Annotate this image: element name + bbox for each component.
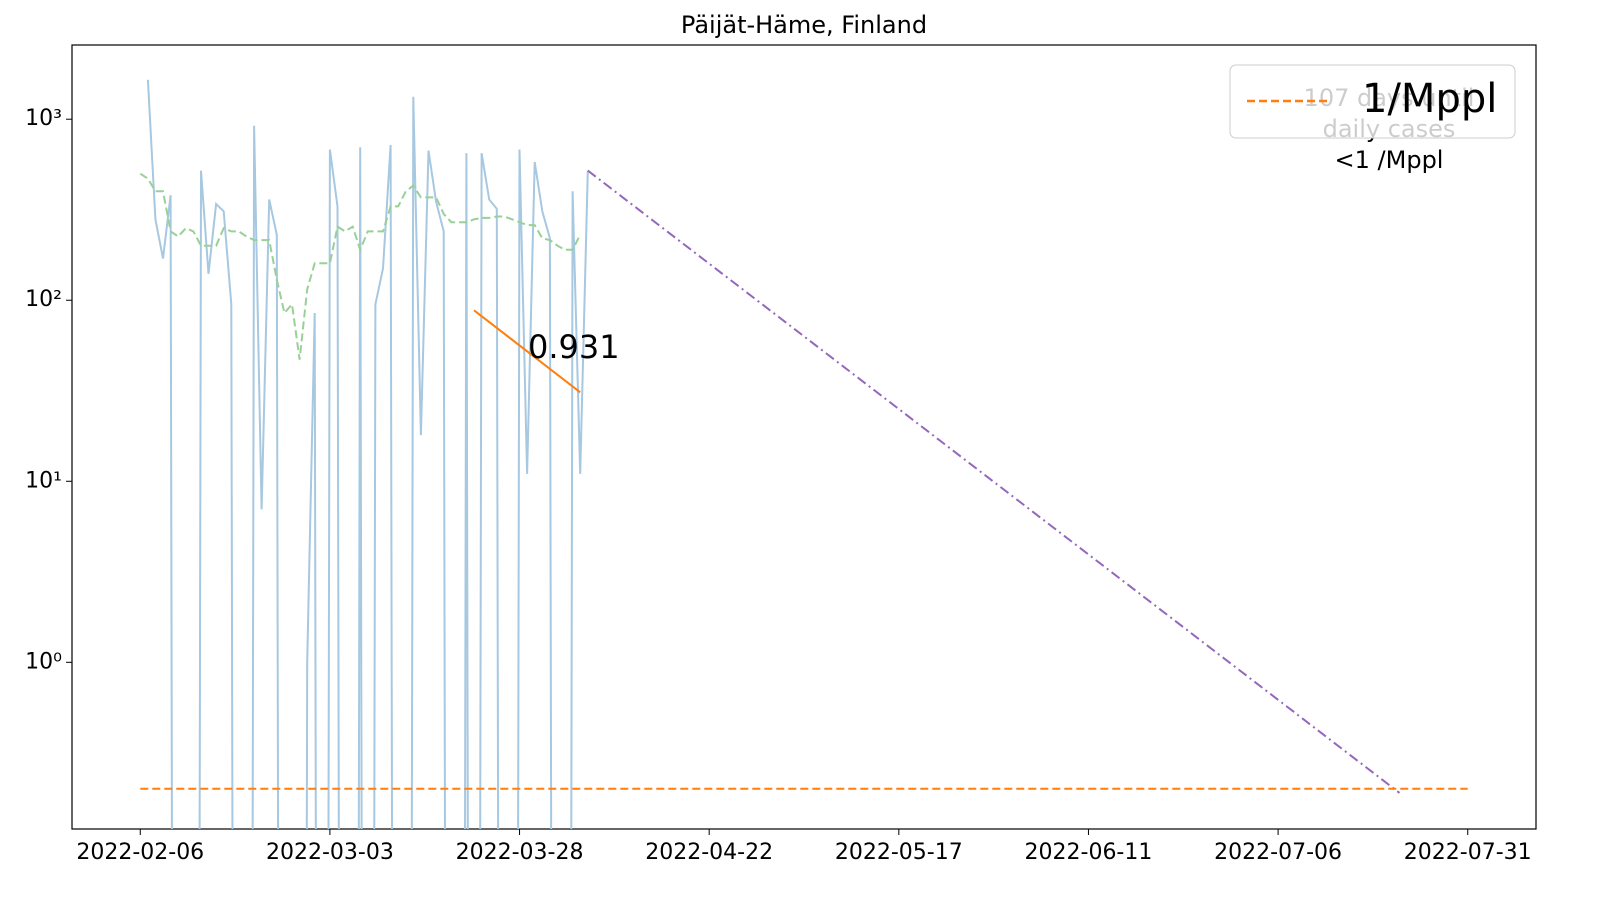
y-tick-label: 10⁰ [25, 649, 62, 674]
x-tick-label: 2022-04-22 [645, 840, 773, 865]
x-tick-label: 2022-03-03 [266, 840, 394, 865]
plot-frame [71, 44, 1537, 830]
y-tick-label: 10³ [25, 106, 62, 131]
legend-label: 1/Mppl [1362, 76, 1497, 122]
note-text: <1 /Mppl [1335, 146, 1444, 174]
chart-title: Päijät-Häme, Finland [681, 11, 927, 39]
x-tick-label: 2022-05-17 [835, 840, 963, 865]
series-line [146, 79, 589, 829]
fit-annotation: 0.931 [528, 328, 620, 366]
x-tick-label: 2022-07-31 [1404, 840, 1532, 865]
series-line [587, 169, 1401, 794]
x-tick-label: 2022-03-28 [456, 840, 584, 865]
plot-area [139, 79, 1468, 829]
y-tick-label: 10² [25, 287, 62, 312]
x-tick-label: 2022-06-11 [1025, 840, 1153, 865]
y-tick-label: 10¹ [25, 468, 62, 493]
series-line [139, 172, 582, 360]
legend-box [1229, 64, 1516, 139]
x-tick-label: 2022-02-06 [76, 840, 204, 865]
x-tick-label: 2022-07-06 [1214, 840, 1342, 865]
series-line [473, 309, 581, 394]
